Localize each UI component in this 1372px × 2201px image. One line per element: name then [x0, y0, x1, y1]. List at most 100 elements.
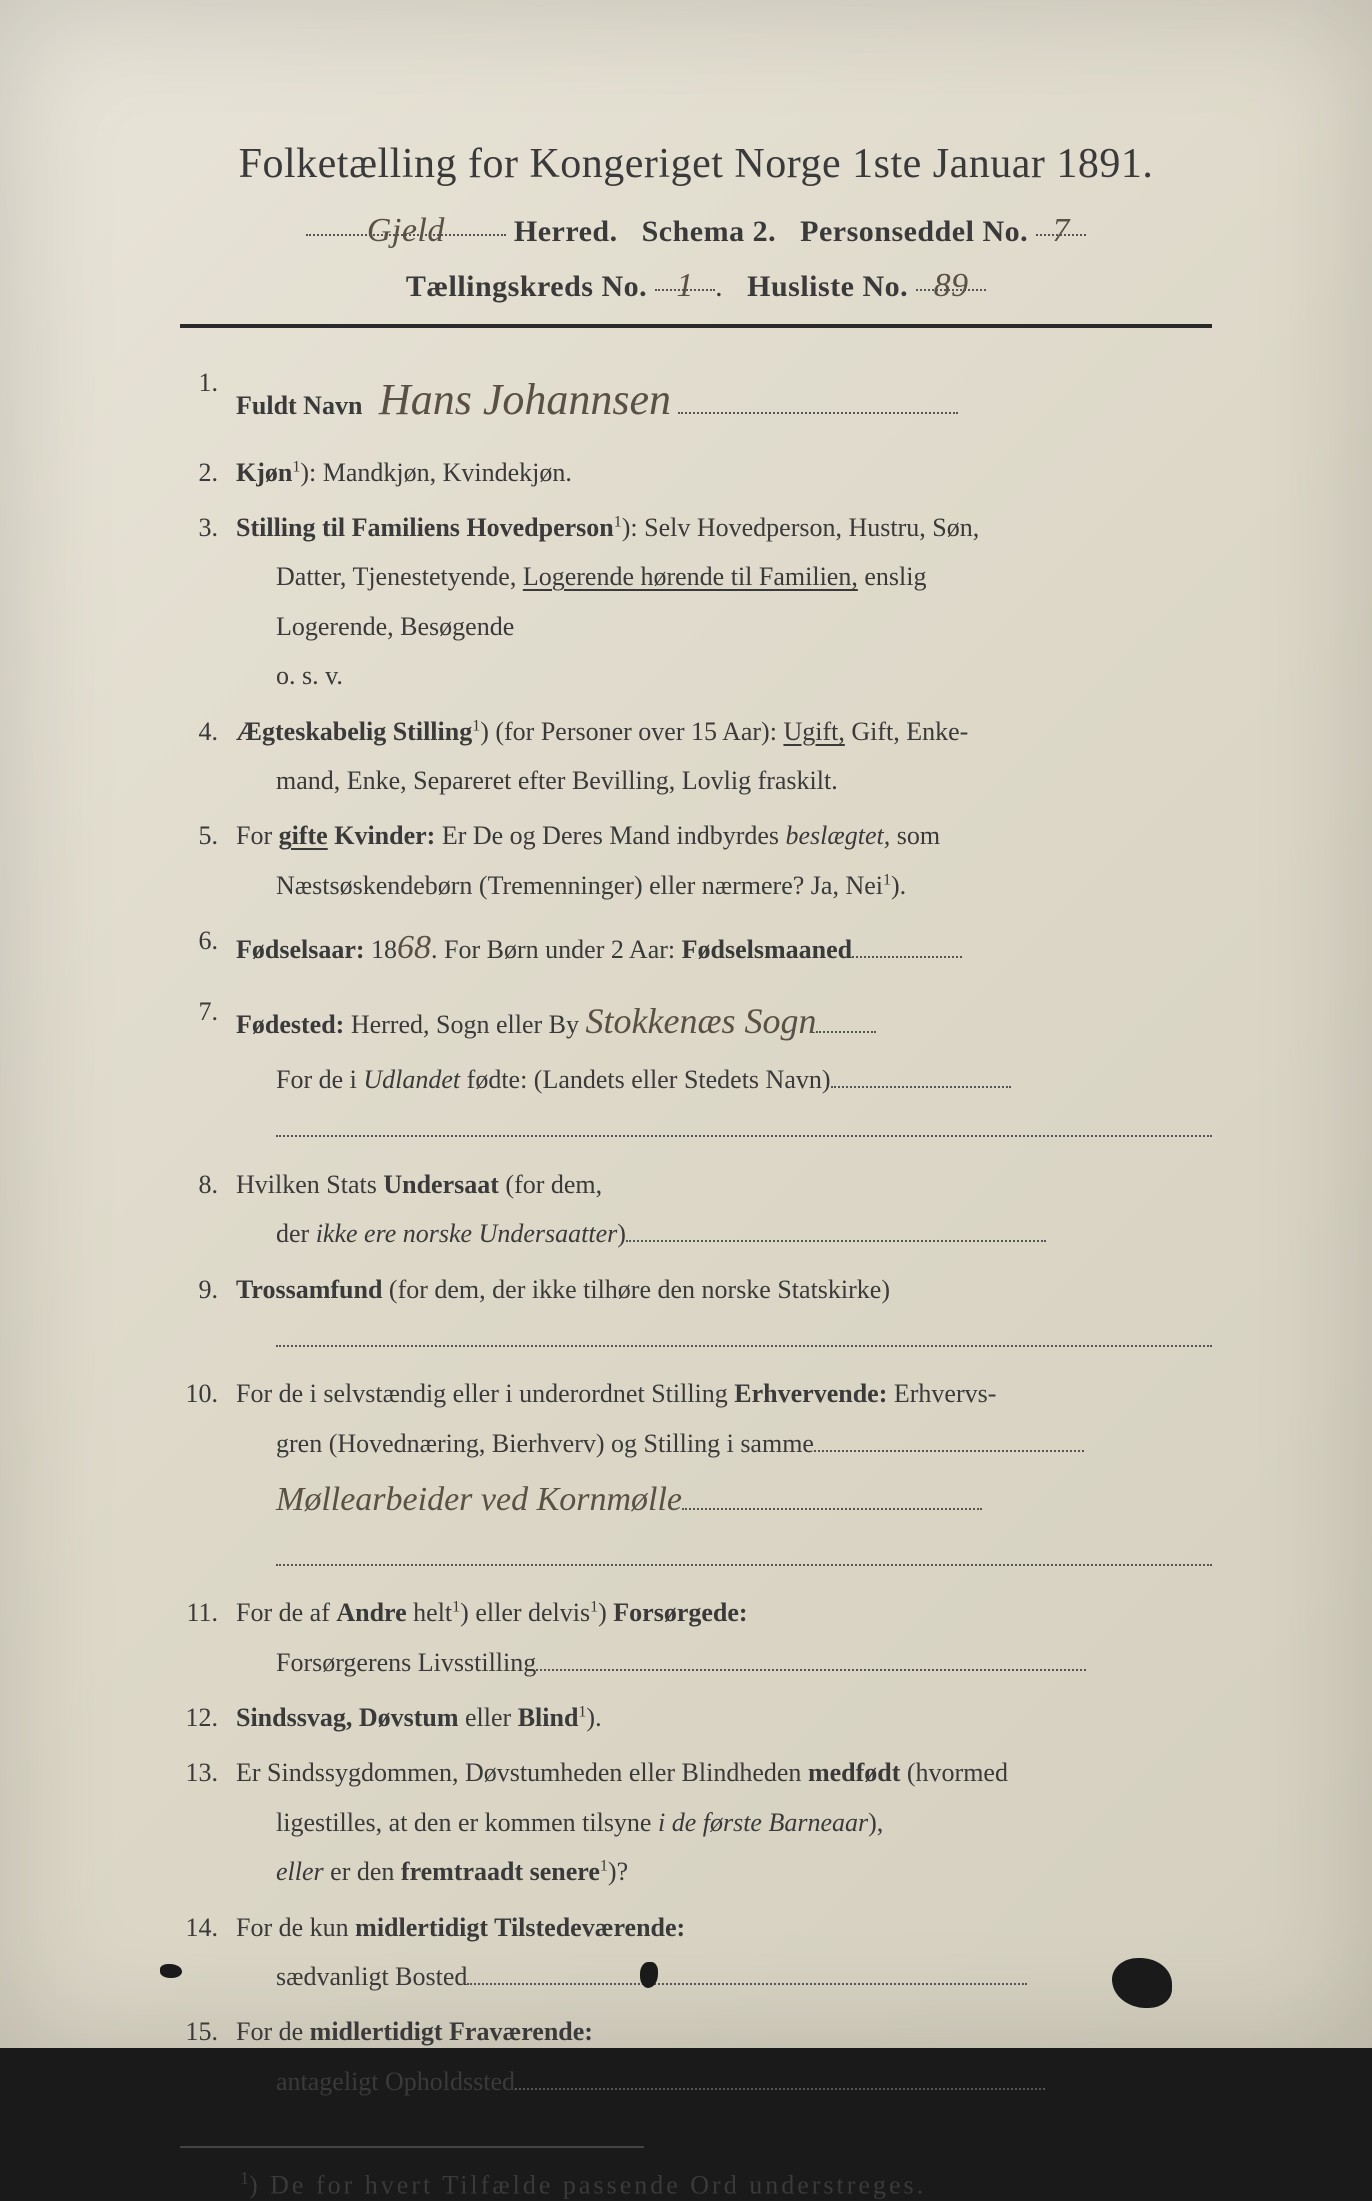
field-text: ): Selv Hovedperson, Hustru, Søn, [622, 513, 979, 542]
footnote-text: ) De for hvert Tilfælde passende Ord und… [249, 2171, 926, 2200]
row-content: For de i selvstændig eller i underordnet… [236, 1369, 1212, 1582]
row-content: For de kun midlertidigt Tilstedeværende:… [236, 1903, 1212, 2002]
field-text: (hvormed [900, 1758, 1008, 1787]
inkblot-icon [160, 1964, 182, 1978]
field-text: ) (for Personer over 15 Aar): [480, 717, 783, 746]
field-label: Kvinder: [328, 821, 436, 850]
dotted-fill [678, 394, 958, 414]
italic-text: i de første Barneaar [658, 1808, 868, 1837]
row-content: For de af Andre helt1) eller delvis1) Fo… [236, 1588, 1212, 1687]
header-line-2: Tællingskreds No. 1. Husliste No. 89 [180, 267, 1212, 304]
field-text: ). [586, 1703, 601, 1732]
row-num: 6. [180, 916, 236, 965]
field-text: Forsørgerens Livsstilling [236, 1648, 536, 1677]
name-handwritten: Hans Johannsen [379, 358, 671, 442]
field-text: ): Mandkjøn, Kvindekjøn. [300, 458, 572, 487]
dotted-fill [515, 2070, 1045, 2090]
document-page: Folketælling for Kongeriget Norge 1ste J… [0, 0, 1372, 2048]
dotted-fill [626, 1222, 1046, 1242]
census-title: Folketælling for Kongeriget Norge 1ste J… [180, 140, 1212, 188]
row-num: 1. [180, 358, 236, 407]
row-content: Trossamfund (for dem, der ikke tilhøre d… [236, 1265, 1212, 1364]
row-content: For de midlertidigt Fraværende: antageli… [236, 2007, 1212, 2106]
field-text: For de af [236, 1598, 336, 1627]
row-num: 5. [180, 811, 236, 860]
row-12: 12. Sindssvag, Døvstum eller Blind1). [180, 1693, 1212, 1742]
underlined-option: Ugift, [783, 717, 844, 746]
row-content: Hvilken Stats Undersaat (for dem, der ik… [236, 1160, 1212, 1259]
field-text: der [236, 1219, 316, 1248]
field-text: . For Børn under 2 Aar: [431, 935, 682, 964]
footnote-ref: 1 [614, 513, 622, 530]
field-text: er den [324, 1857, 401, 1886]
row-5: 5. For gifte Kvinder: Er De og Deres Man… [180, 811, 1212, 910]
row-1: 1. Fuldt Navn Hans Johannsen [180, 358, 1212, 442]
row-num: 2. [180, 448, 236, 497]
footnote-rule [180, 2146, 644, 2148]
field-label: Forsørgede: [613, 1598, 747, 1627]
row-6: 6. Fødselsaar: 1868. For Børn under 2 Aa… [180, 916, 1212, 981]
field-text: ) eller delvis [460, 1598, 590, 1627]
personseddel-label: Personseddel No. [800, 215, 1028, 248]
row-3: 3. Stilling til Familiens Hovedperson1):… [180, 503, 1212, 701]
occupation-handwritten: Møllearbeider ved Kornmølle [236, 1468, 682, 1533]
italic-text: Udlandet [363, 1065, 460, 1094]
footnote-ref: 1 [883, 871, 891, 888]
row-11: 11. For de af Andre helt1) eller delvis1… [180, 1588, 1212, 1687]
field-label: Trossamfund [236, 1275, 382, 1304]
field-label: Fødselsmaaned [682, 935, 852, 964]
row-14: 14. For de kun midlertidigt Tilstedevære… [180, 1903, 1212, 2002]
field-label: Stilling til Familiens Hovedperson [236, 513, 614, 542]
row-13: 13. Er Sindssygdommen, Døvstumheden elle… [180, 1748, 1212, 1896]
row-4: 4. Ægteskabelig Stilling1) (for Personer… [180, 707, 1212, 806]
field-text: ). [891, 871, 906, 900]
italic-text: beslægtet, [786, 821, 891, 850]
husliste-no-hw: 89 [934, 267, 969, 305]
row-10: 10. For de i selvstændig eller i underor… [180, 1369, 1212, 1582]
dotted-fill [536, 1651, 1086, 1671]
footnote-ref: 1 [452, 1599, 460, 1616]
field-label: gifte [279, 821, 328, 850]
row-num: 8. [180, 1160, 236, 1209]
row-num: 7. [180, 987, 236, 1036]
field-text: (for dem, [499, 1170, 602, 1199]
row-content: Stilling til Familiens Hovedperson1): Se… [236, 503, 1212, 701]
dotted-fill [814, 1432, 1084, 1452]
field-text: For [236, 821, 279, 850]
document-header: Folketælling for Kongeriget Norge 1ste J… [180, 140, 1212, 304]
underlined-option: Logerende hørende til Familien, [523, 562, 858, 591]
field-label: Kjøn [236, 458, 292, 487]
row-8: 8. Hvilken Stats Undersaat (for dem, der… [180, 1160, 1212, 1259]
dotted-fill [852, 938, 962, 958]
osv-text: o. s. v. [236, 661, 343, 690]
footnote-ref: 1 [600, 1858, 608, 1875]
field-text: gren (Hovednæring, Bierhverv) og Stillin… [236, 1429, 814, 1458]
field-text: For de [236, 2017, 310, 2046]
row-num: 10. [180, 1369, 236, 1418]
husliste-label: Husliste No. [747, 270, 908, 303]
italic-text: eller [236, 1857, 324, 1886]
field-text: ) [598, 1598, 613, 1627]
row-content: Er Sindssygdommen, Døvstumheden eller Bl… [236, 1748, 1212, 1896]
field-label: Ægteskabelig Stilling [236, 717, 472, 746]
field-label: Sindssvag, Døvstum [236, 1703, 459, 1732]
row-num: 15. [180, 2007, 236, 2056]
field-text: ligestilles, at den er kommen tilsyne [236, 1808, 658, 1837]
kreds-label: Tællingskreds No. [406, 270, 647, 303]
field-text: antageligt Opholdssted [236, 2067, 515, 2096]
footnote: 1) De for hvert Tilfælde passende Ord un… [180, 2168, 1212, 2201]
field-text: Hvilken Stats [236, 1170, 383, 1199]
row-num: 9. [180, 1265, 236, 1314]
herred-label: Herred. [514, 215, 618, 248]
row-content: Sindssvag, Døvstum eller Blind1). [236, 1693, 1212, 1742]
row-content: For gifte Kvinder: Er De og Deres Mand i… [236, 811, 1212, 910]
field-label: Blind [518, 1703, 579, 1732]
field-text: sædvanligt Bosted [236, 1962, 467, 1991]
field-text: helt [407, 1598, 453, 1627]
row-num: 11. [180, 1588, 236, 1637]
field-label: Undersaat [383, 1170, 499, 1199]
field-text: Næstsøskendebørn (Tremenninger) eller næ… [236, 871, 883, 900]
field-label: Erhvervende: [734, 1379, 887, 1408]
row-content: Kjøn1): Mandkjøn, Kvindekjøn. [236, 448, 1212, 497]
field-text: For de kun [236, 1913, 355, 1942]
